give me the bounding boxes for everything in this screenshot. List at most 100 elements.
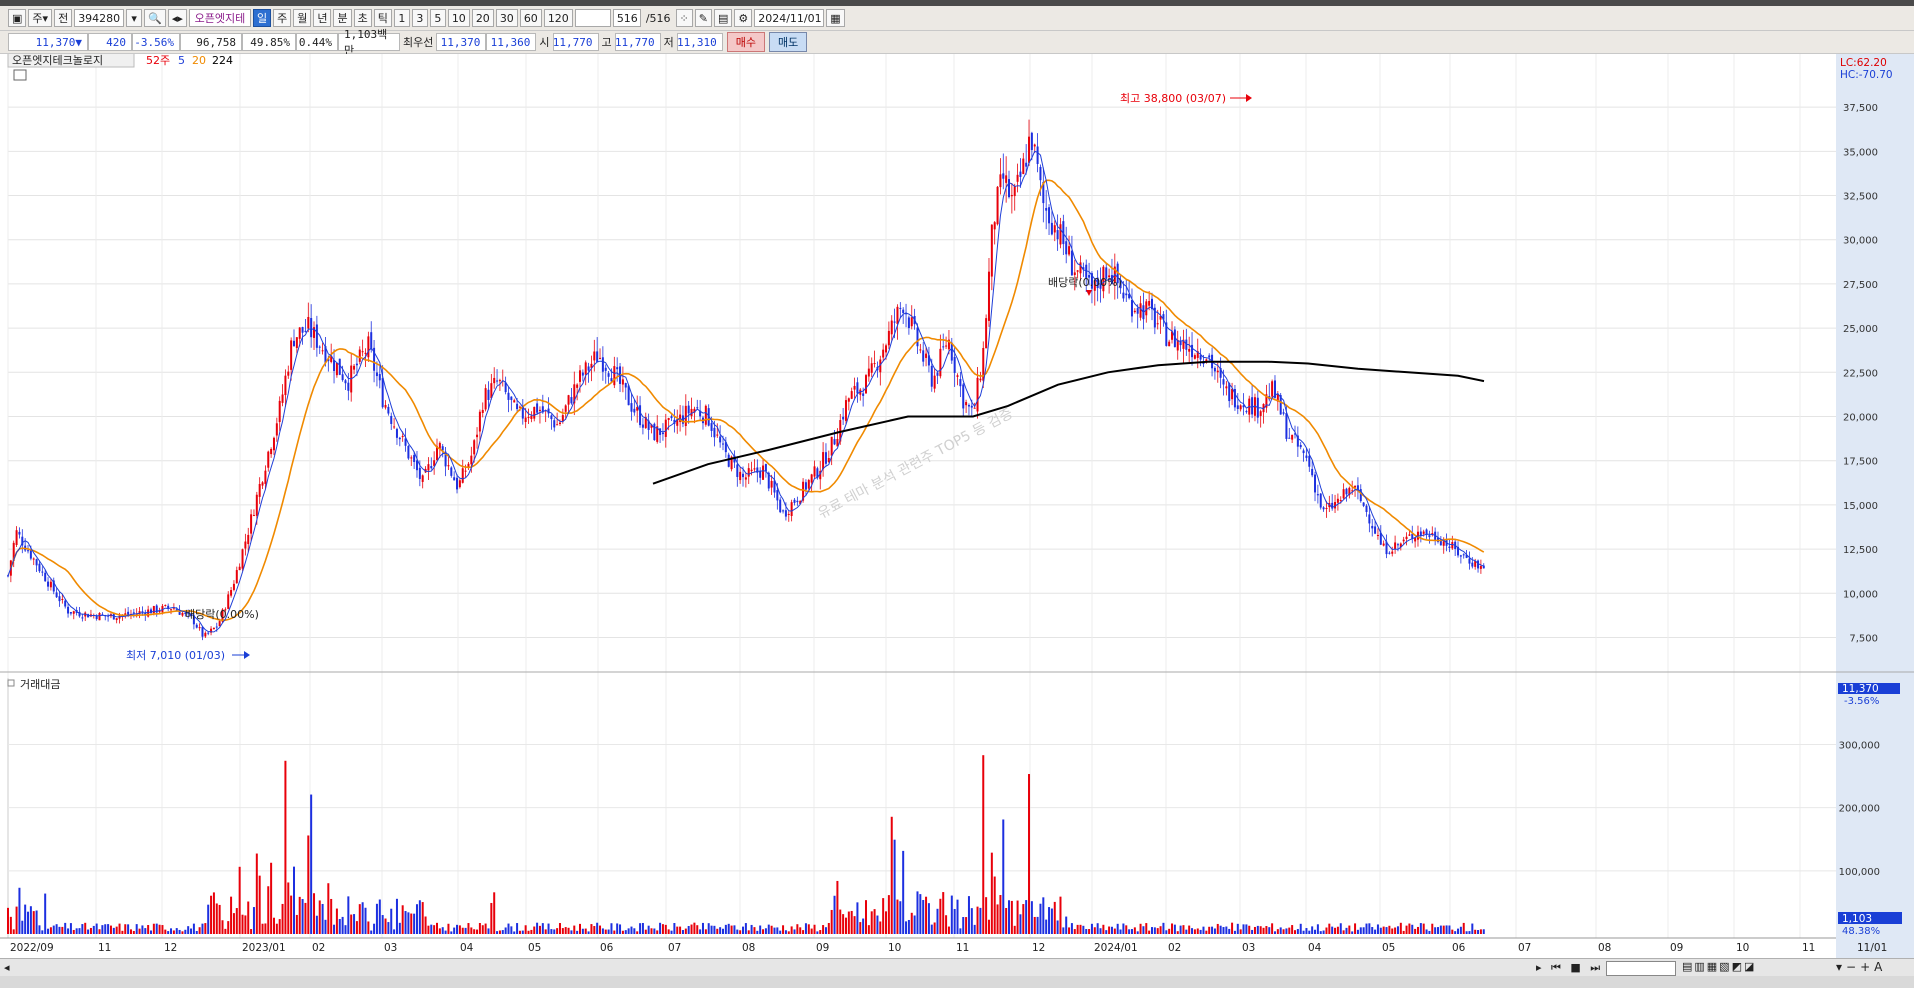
candle-body [902,309,905,313]
volume-bar [367,921,370,934]
zoom-slider[interactable] [1606,961,1676,976]
layout-icon[interactable]: ▣ [8,9,27,27]
volume-bar [493,892,496,934]
tab-weekly[interactable]: 주 [273,9,292,27]
count-input[interactable]: 516 [612,9,641,27]
candle-body [533,406,536,419]
volume-bar [1025,900,1028,934]
code-dropdown-icon[interactable]: ▾ [126,9,143,27]
interval-30[interactable]: 30 [495,9,518,27]
lc-label: LC:62.20 [1840,57,1887,69]
candle-body [52,580,55,592]
candle-body [27,550,30,552]
volume-bar [433,925,436,934]
down-arrow-icon: ▼ [75,35,82,49]
candle-body [1302,450,1305,454]
interval-5[interactable]: 5 [429,9,446,27]
candle-body [1374,526,1377,534]
volume-bar [1079,924,1082,934]
candle-body [1331,502,1334,509]
tab-tick[interactable]: 틱 [373,9,392,27]
volume-bar [1448,925,1451,934]
gear-icon[interactable]: ⚙ [734,9,753,27]
candle-body [779,499,782,513]
zoom-buttons[interactable]: ▾−+A [1836,960,1887,974]
sound-icon[interactable]: ◂▸ [167,9,187,27]
date-input[interactable]: 2024/11/01 [754,9,825,27]
period-select[interactable]: 주 ▾ [28,9,53,27]
candle-body [596,351,599,362]
interval-10[interactable]: 10 [447,9,470,27]
volume-bar [538,925,541,934]
interval-1[interactable]: 1 [393,9,410,27]
current-price-box [1838,683,1900,694]
interval-3[interactable]: 3 [411,9,428,27]
volume-bar [1425,929,1428,934]
save-icon[interactable]: ▤ [713,9,733,27]
buy-button[interactable]: 매수 [726,32,765,52]
volume-bar [1256,925,1259,934]
price-chart[interactable]: 37,500 35,000 32,500 30,000 27,500 25,000 22,5… [0,54,1914,958]
candle-body [1048,207,1051,224]
tab-minute[interactable]: 분 [333,9,352,27]
tab-yearly[interactable]: 년 [313,9,332,27]
volume-bar [1231,922,1234,934]
candle-body [1339,499,1342,501]
candle-body [839,420,842,442]
chart-tools-icons[interactable]: ▤▥▦▧◩◪ [1682,960,1757,973]
sell-button[interactable]: 매도 [769,32,808,52]
playback-controls[interactable]: ▸ ⏮ ■ ⏭ [1536,961,1604,974]
candle-body [1382,543,1385,546]
table-view-icon[interactable] [13,69,27,81]
candle-body [1422,531,1425,534]
candle-body [587,366,590,371]
interval-120[interactable]: 120 [543,9,573,27]
volume-bar [836,880,839,934]
volume-bar [661,924,664,934]
candle-body [1102,266,1105,292]
candle-body [687,405,690,414]
scroll-left-icon[interactable]: ◂ [4,961,10,974]
tab-daily[interactable]: 일 [252,9,272,27]
candle-body [833,439,836,445]
volume-bar [1033,916,1036,934]
calendar-icon[interactable]: ▦ [826,9,845,27]
volume-bar [970,908,973,934]
volume-bar [327,883,330,934]
code-input[interactable]: 394280 [74,9,125,27]
candle-body [610,378,613,382]
volume-bar [759,925,762,934]
tab-second[interactable]: 초 [353,9,372,27]
candle-body [673,419,676,424]
volume-bar [1156,928,1159,934]
dividend-marker-icon [1086,290,1092,296]
interval-60[interactable]: 60 [519,9,542,27]
candle-body [659,428,662,435]
candle-body [1076,270,1079,272]
tab-monthly[interactable]: 월 [293,9,312,27]
candle-body [1408,534,1411,536]
custom-interval-input[interactable] [574,9,611,27]
interval-20[interactable]: 20 [471,9,494,27]
candle-body [1468,558,1471,564]
candle-body [344,380,347,384]
volume-bar [787,931,790,934]
prev-button[interactable]: 전 [54,9,73,27]
price-tick-label: 10,000 [1843,589,1878,600]
crosshair-icon[interactable]: ⁘ [675,9,693,27]
stock-name-field[interactable]: 오픈엣지테 [188,9,251,27]
candle-body [1305,455,1308,458]
candle-body [255,494,258,516]
volume-bar [1093,927,1096,934]
search-icon[interactable]: 🔍 [144,9,166,27]
candle-body [1168,341,1171,347]
volume-bar [764,928,767,934]
candle-body [1425,529,1428,535]
volume-bar [238,866,241,934]
candle-body [842,416,845,420]
candle-body [767,472,770,489]
candle-body [910,317,913,327]
draw-icon[interactable]: ✎ [694,9,712,27]
candle-body [607,373,610,377]
horizontal-scrollbar[interactable]: ◂ ▸ ⏮ ■ ⏭ ▤▥▦▧◩◪ ▾−+A [0,958,1914,977]
